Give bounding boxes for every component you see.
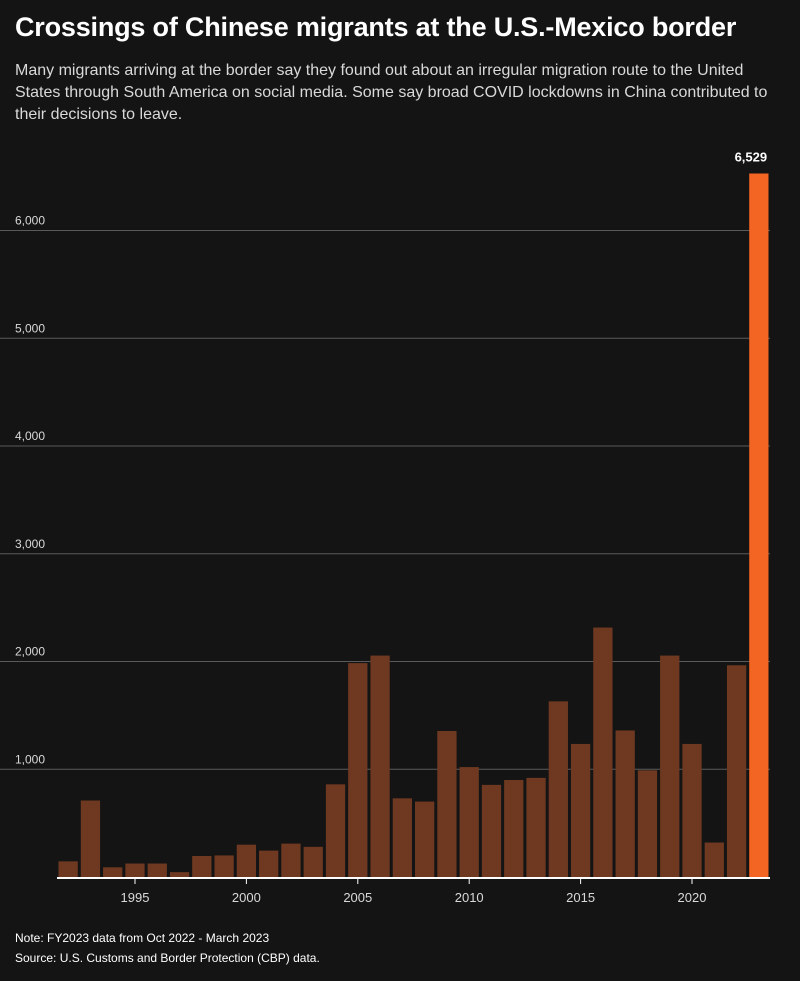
x-tick-label: 2000 bbox=[232, 890, 261, 905]
x-tick-label: 1995 bbox=[121, 890, 150, 905]
bar-2015 bbox=[570, 743, 591, 877]
y-tick-label: 6,000 bbox=[15, 214, 45, 228]
bar-2011 bbox=[481, 784, 502, 877]
bar-2004 bbox=[325, 784, 346, 877]
bar-2003 bbox=[303, 846, 323, 877]
y-tick-label: 4,000 bbox=[15, 429, 45, 443]
bar-2010 bbox=[459, 767, 479, 877]
bar-2006 bbox=[370, 655, 390, 877]
footer: Note: FY2023 data from Oct 2022 - March … bbox=[15, 928, 320, 968]
bar-1992 bbox=[58, 861, 78, 877]
bar-2013 bbox=[526, 777, 546, 877]
x-tick-label: 2010 bbox=[455, 890, 484, 905]
bar-2014 bbox=[548, 701, 568, 877]
bar-2009 bbox=[437, 730, 457, 877]
bar-1994 bbox=[103, 867, 123, 877]
footer-source: Source: U.S. Customs and Border Protecti… bbox=[15, 951, 320, 965]
chart-title: Crossings of Chinese migrants at the U.S… bbox=[15, 12, 737, 42]
bar-1993 bbox=[80, 800, 101, 877]
bar-2001 bbox=[259, 850, 279, 877]
chart-subtitle: Many migrants arriving at the border say… bbox=[15, 62, 768, 123]
bar-2021 bbox=[704, 842, 724, 877]
bar-2012 bbox=[504, 780, 524, 877]
x-axis bbox=[57, 877, 770, 884]
bar-2019 bbox=[660, 655, 680, 877]
footer-note: Note: FY2023 data from Oct 2022 - March … bbox=[15, 931, 270, 945]
bar-2007 bbox=[392, 798, 412, 877]
x-tick-label: 2015 bbox=[566, 890, 595, 905]
bar-1995 bbox=[125, 863, 145, 877]
bar-1998 bbox=[192, 855, 212, 877]
bar-2016 bbox=[593, 627, 613, 877]
bar-2018 bbox=[637, 770, 658, 877]
bar-2002 bbox=[281, 843, 301, 877]
bar-2023 bbox=[749, 173, 769, 877]
y-tick-label: 1,000 bbox=[15, 752, 45, 766]
bar-1997 bbox=[169, 872, 190, 877]
highlight-value-label: 6,529 bbox=[735, 150, 768, 165]
bars bbox=[58, 173, 769, 877]
bar-1999 bbox=[214, 855, 234, 877]
bar-1996 bbox=[147, 863, 167, 877]
y-tick-label: 3,000 bbox=[15, 537, 45, 551]
bar-2000 bbox=[236, 844, 257, 877]
labels: 1,000 2,000 3,000 4,000 5,000 6,000 6,529 1995 2… bbox=[15, 150, 767, 905]
bar-2008 bbox=[415, 801, 435, 877]
x-tick-label: 2020 bbox=[678, 890, 707, 905]
y-tick-label: 2,000 bbox=[15, 645, 45, 659]
y-tick-label: 5,000 bbox=[15, 321, 45, 335]
bar-2005 bbox=[348, 663, 368, 877]
bar-2022 bbox=[726, 665, 747, 877]
x-tick-label: 2005 bbox=[343, 890, 372, 905]
bar-2017 bbox=[615, 730, 635, 877]
bar-2020 bbox=[682, 743, 702, 877]
